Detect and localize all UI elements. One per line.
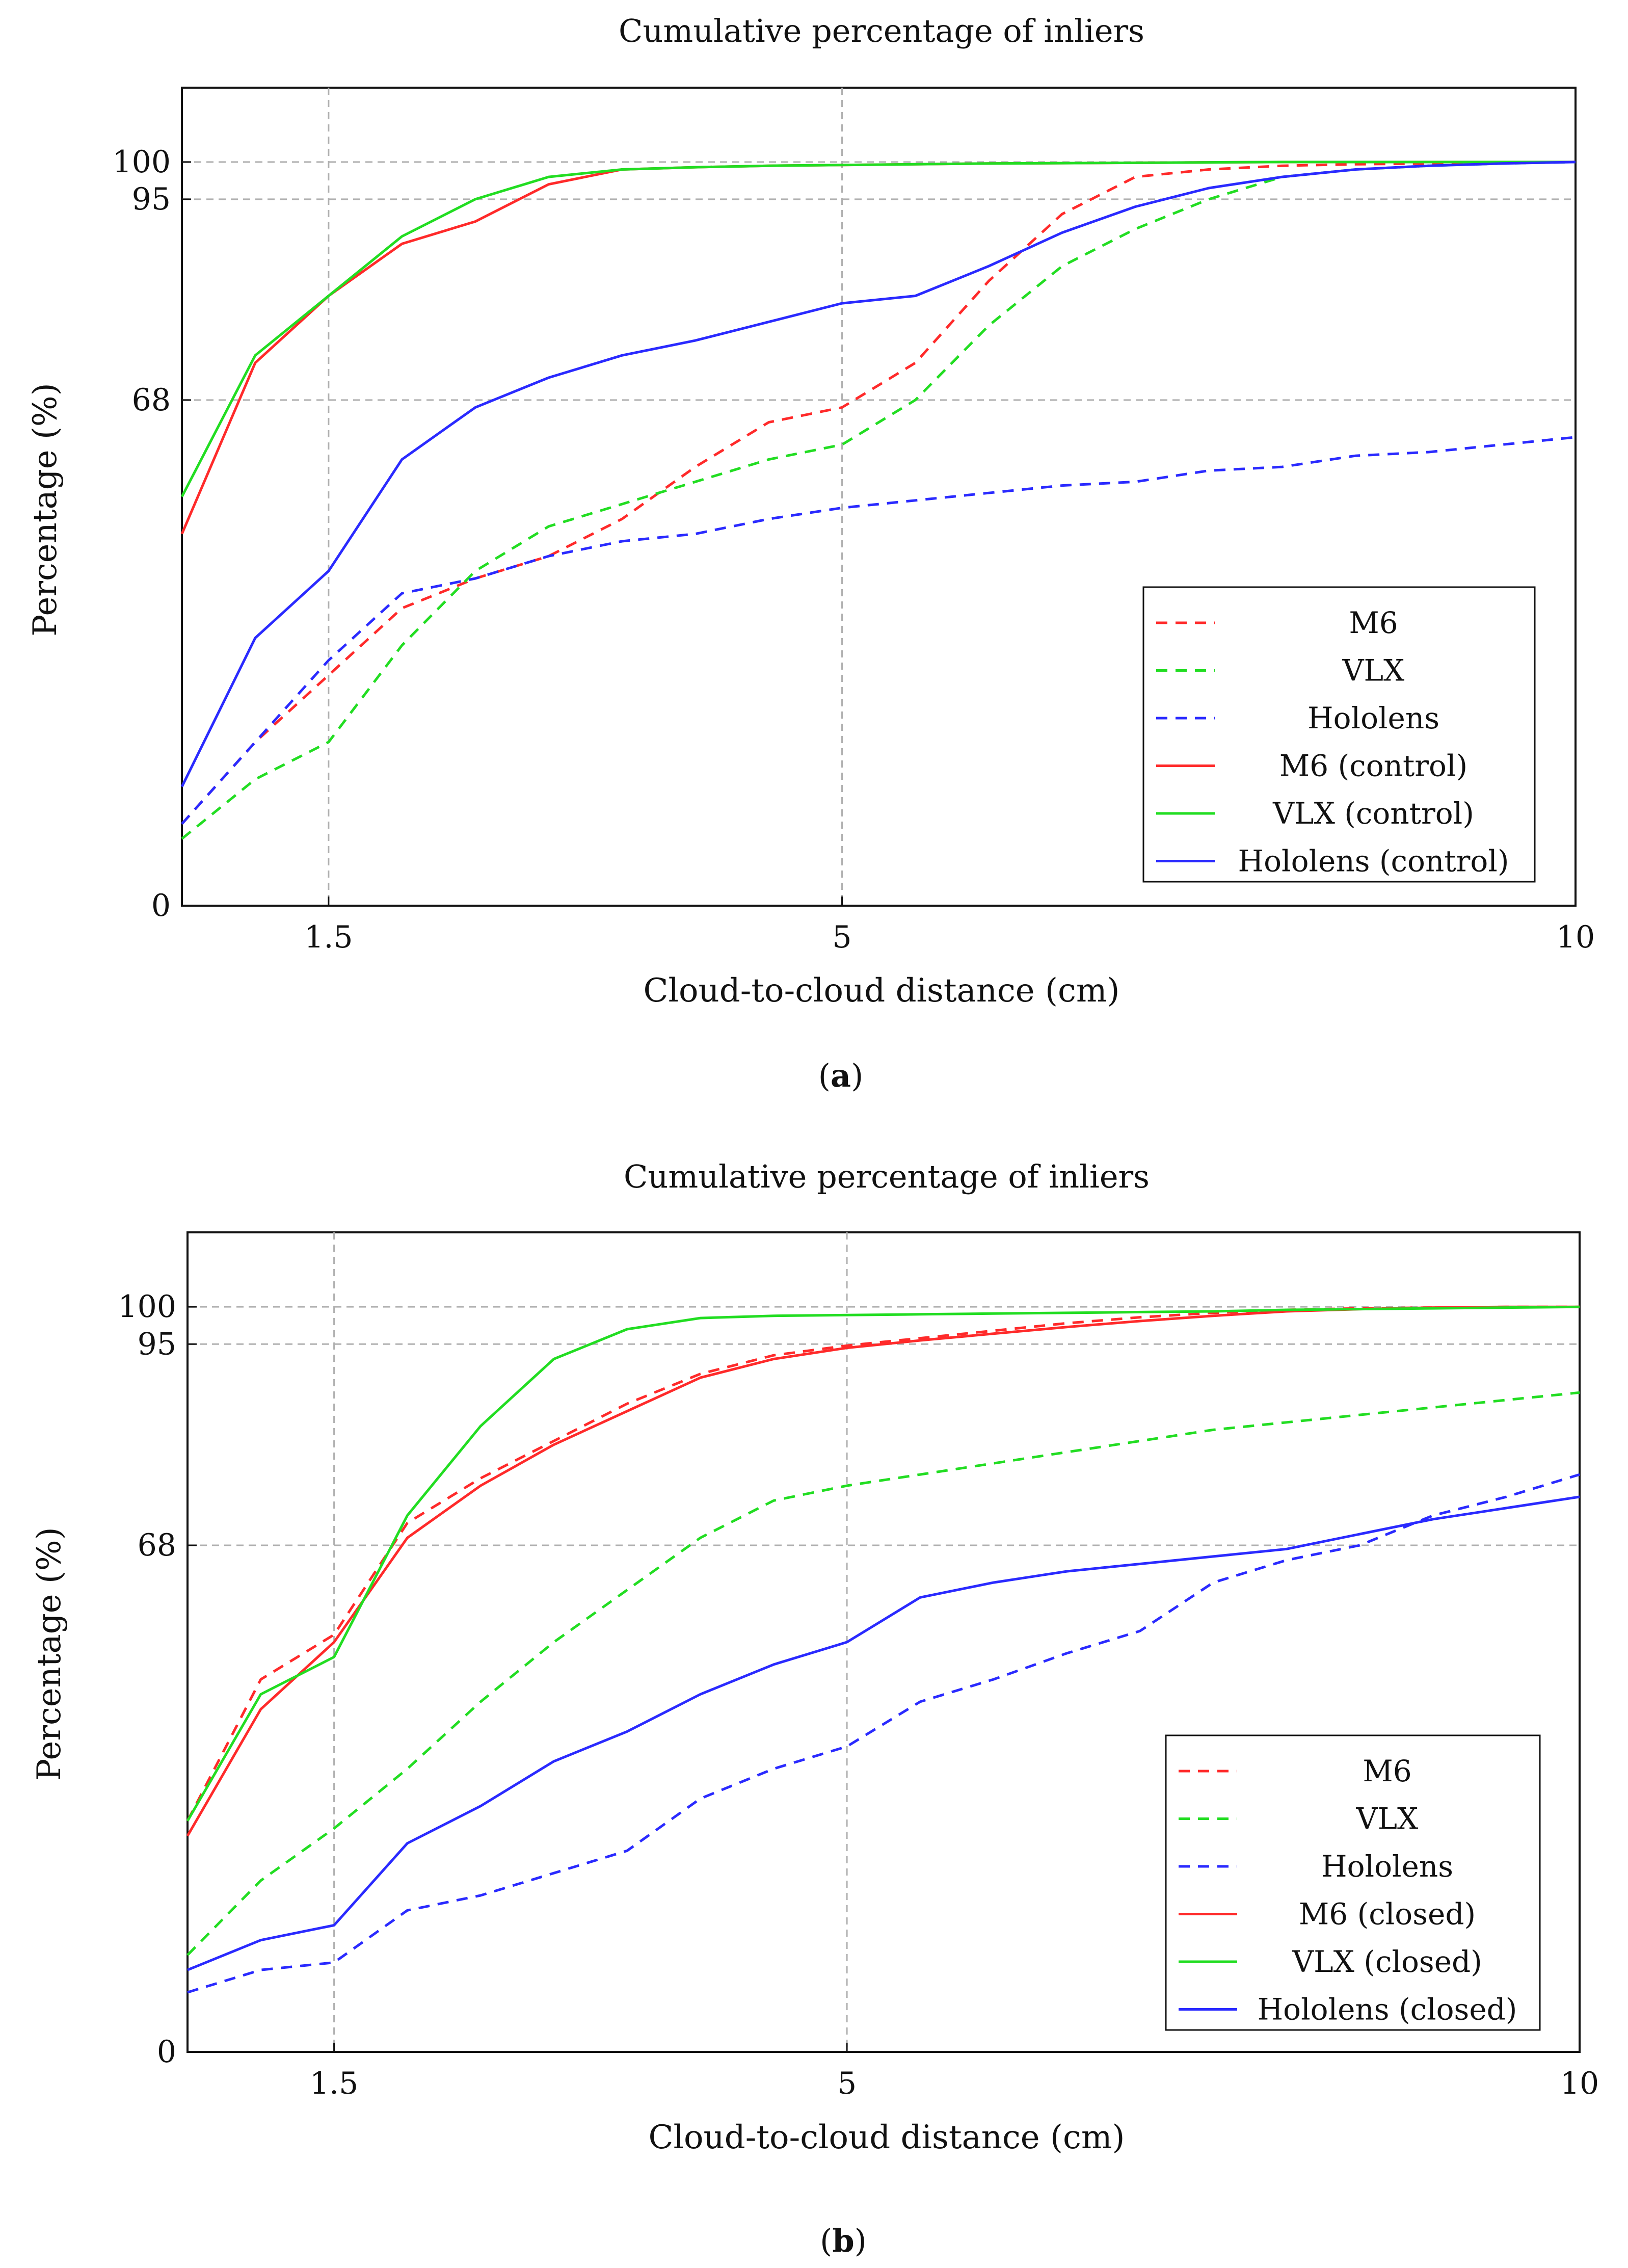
legend-label: VLX (control) [1272, 796, 1474, 831]
legend-entries: M6 VLX Hololens M6 (control) VLX (control) Ho… [1156, 605, 1509, 879]
y-tick-label: 68 [138, 1527, 176, 1563]
series-line [186, 1305, 1580, 1822]
legend: M6 VLX Hololens M6 (control) VLX (control) Ho… [1142, 586, 1536, 883]
chart-title: Cumulative percentage of inliers [624, 1158, 1150, 1195]
series-line [180, 161, 1576, 787]
legend-label: Hololens (closed) [1258, 1992, 1517, 2027]
y-tick-label: 0 [157, 2034, 176, 2070]
legend: M6 VLX Hololens M6 (closed) VLX (closed) Holo… [1165, 1734, 1541, 2031]
legend-label: VLX (closed) [1292, 1944, 1482, 1979]
caption-letter: b [832, 2222, 854, 2259]
series-line [180, 161, 1576, 497]
legend-label: M6 [1363, 1754, 1411, 1788]
y-tick-label: 100 [112, 144, 171, 180]
legend-entries: M6 VLX Hololens M6 (closed) VLX (closed) Holo… [1179, 1754, 1517, 2027]
legend-label: Hololens (control) [1238, 844, 1509, 879]
series-line [181, 436, 1576, 825]
legend-label: M6 (control) [1279, 749, 1467, 783]
x-tick-labels: 1.5 5 10 [304, 919, 1595, 955]
x-axis-label: Cloud-to-cloud distance (cm) [644, 972, 1120, 1010]
x-tick-label: 1.5 [310, 2066, 358, 2101]
x-tick-label: 10 [1556, 919, 1595, 955]
legend-label: M6 [1349, 605, 1398, 640]
y-axis-label: Percentage (%) [31, 1527, 68, 1780]
series-line [187, 1495, 1580, 1971]
legend-label: Hololens [1321, 1849, 1453, 1884]
x-tick-label: 10 [1560, 2066, 1599, 2101]
legend-box [1165, 1734, 1541, 2031]
series-line [181, 161, 1576, 825]
y-axis-label: Percentage (%) [26, 383, 64, 636]
legend-label: Hololens [1307, 701, 1439, 735]
x-tick-label: 5 [832, 919, 851, 955]
caption-a: (a) [818, 1057, 864, 1094]
x-tick-labels: 1.5 5 10 [310, 2066, 1599, 2101]
y-tick-label: 95 [132, 181, 171, 217]
data-lines [186, 1305, 1580, 1994]
plot-frame [186, 1231, 1581, 2053]
x-tick-label: 5 [837, 2066, 857, 2101]
grid-lines [182, 88, 1577, 907]
legend-box [1142, 586, 1536, 883]
legend-label: M6 (closed) [1299, 1897, 1476, 1932]
y-tick-label: 100 [118, 1289, 176, 1325]
legend-label: VLX [1356, 1802, 1419, 1836]
series-line [187, 1473, 1580, 1994]
y-tick-label: 0 [151, 888, 171, 924]
panel-b: Cumulative percentage of inliers 0689510… [31, 1158, 1599, 2259]
y-tick-label: 68 [132, 382, 171, 418]
caption-b: (b) [820, 2222, 867, 2259]
data-lines [180, 161, 1576, 840]
panel-a: Cumulative percentage of inliers 0689510… [26, 12, 1595, 1094]
y-tick-label: 95 [138, 1326, 176, 1362]
legend-label: VLX [1342, 653, 1405, 688]
caption-letter: a [831, 1057, 851, 1094]
x-axis-label: Cloud-to-cloud distance (cm) [649, 2119, 1125, 2156]
chart-title: Cumulative percentage of inliers [619, 12, 1144, 49]
series-line [186, 1391, 1580, 1956]
x-tick-label: 1.5 [304, 919, 353, 955]
